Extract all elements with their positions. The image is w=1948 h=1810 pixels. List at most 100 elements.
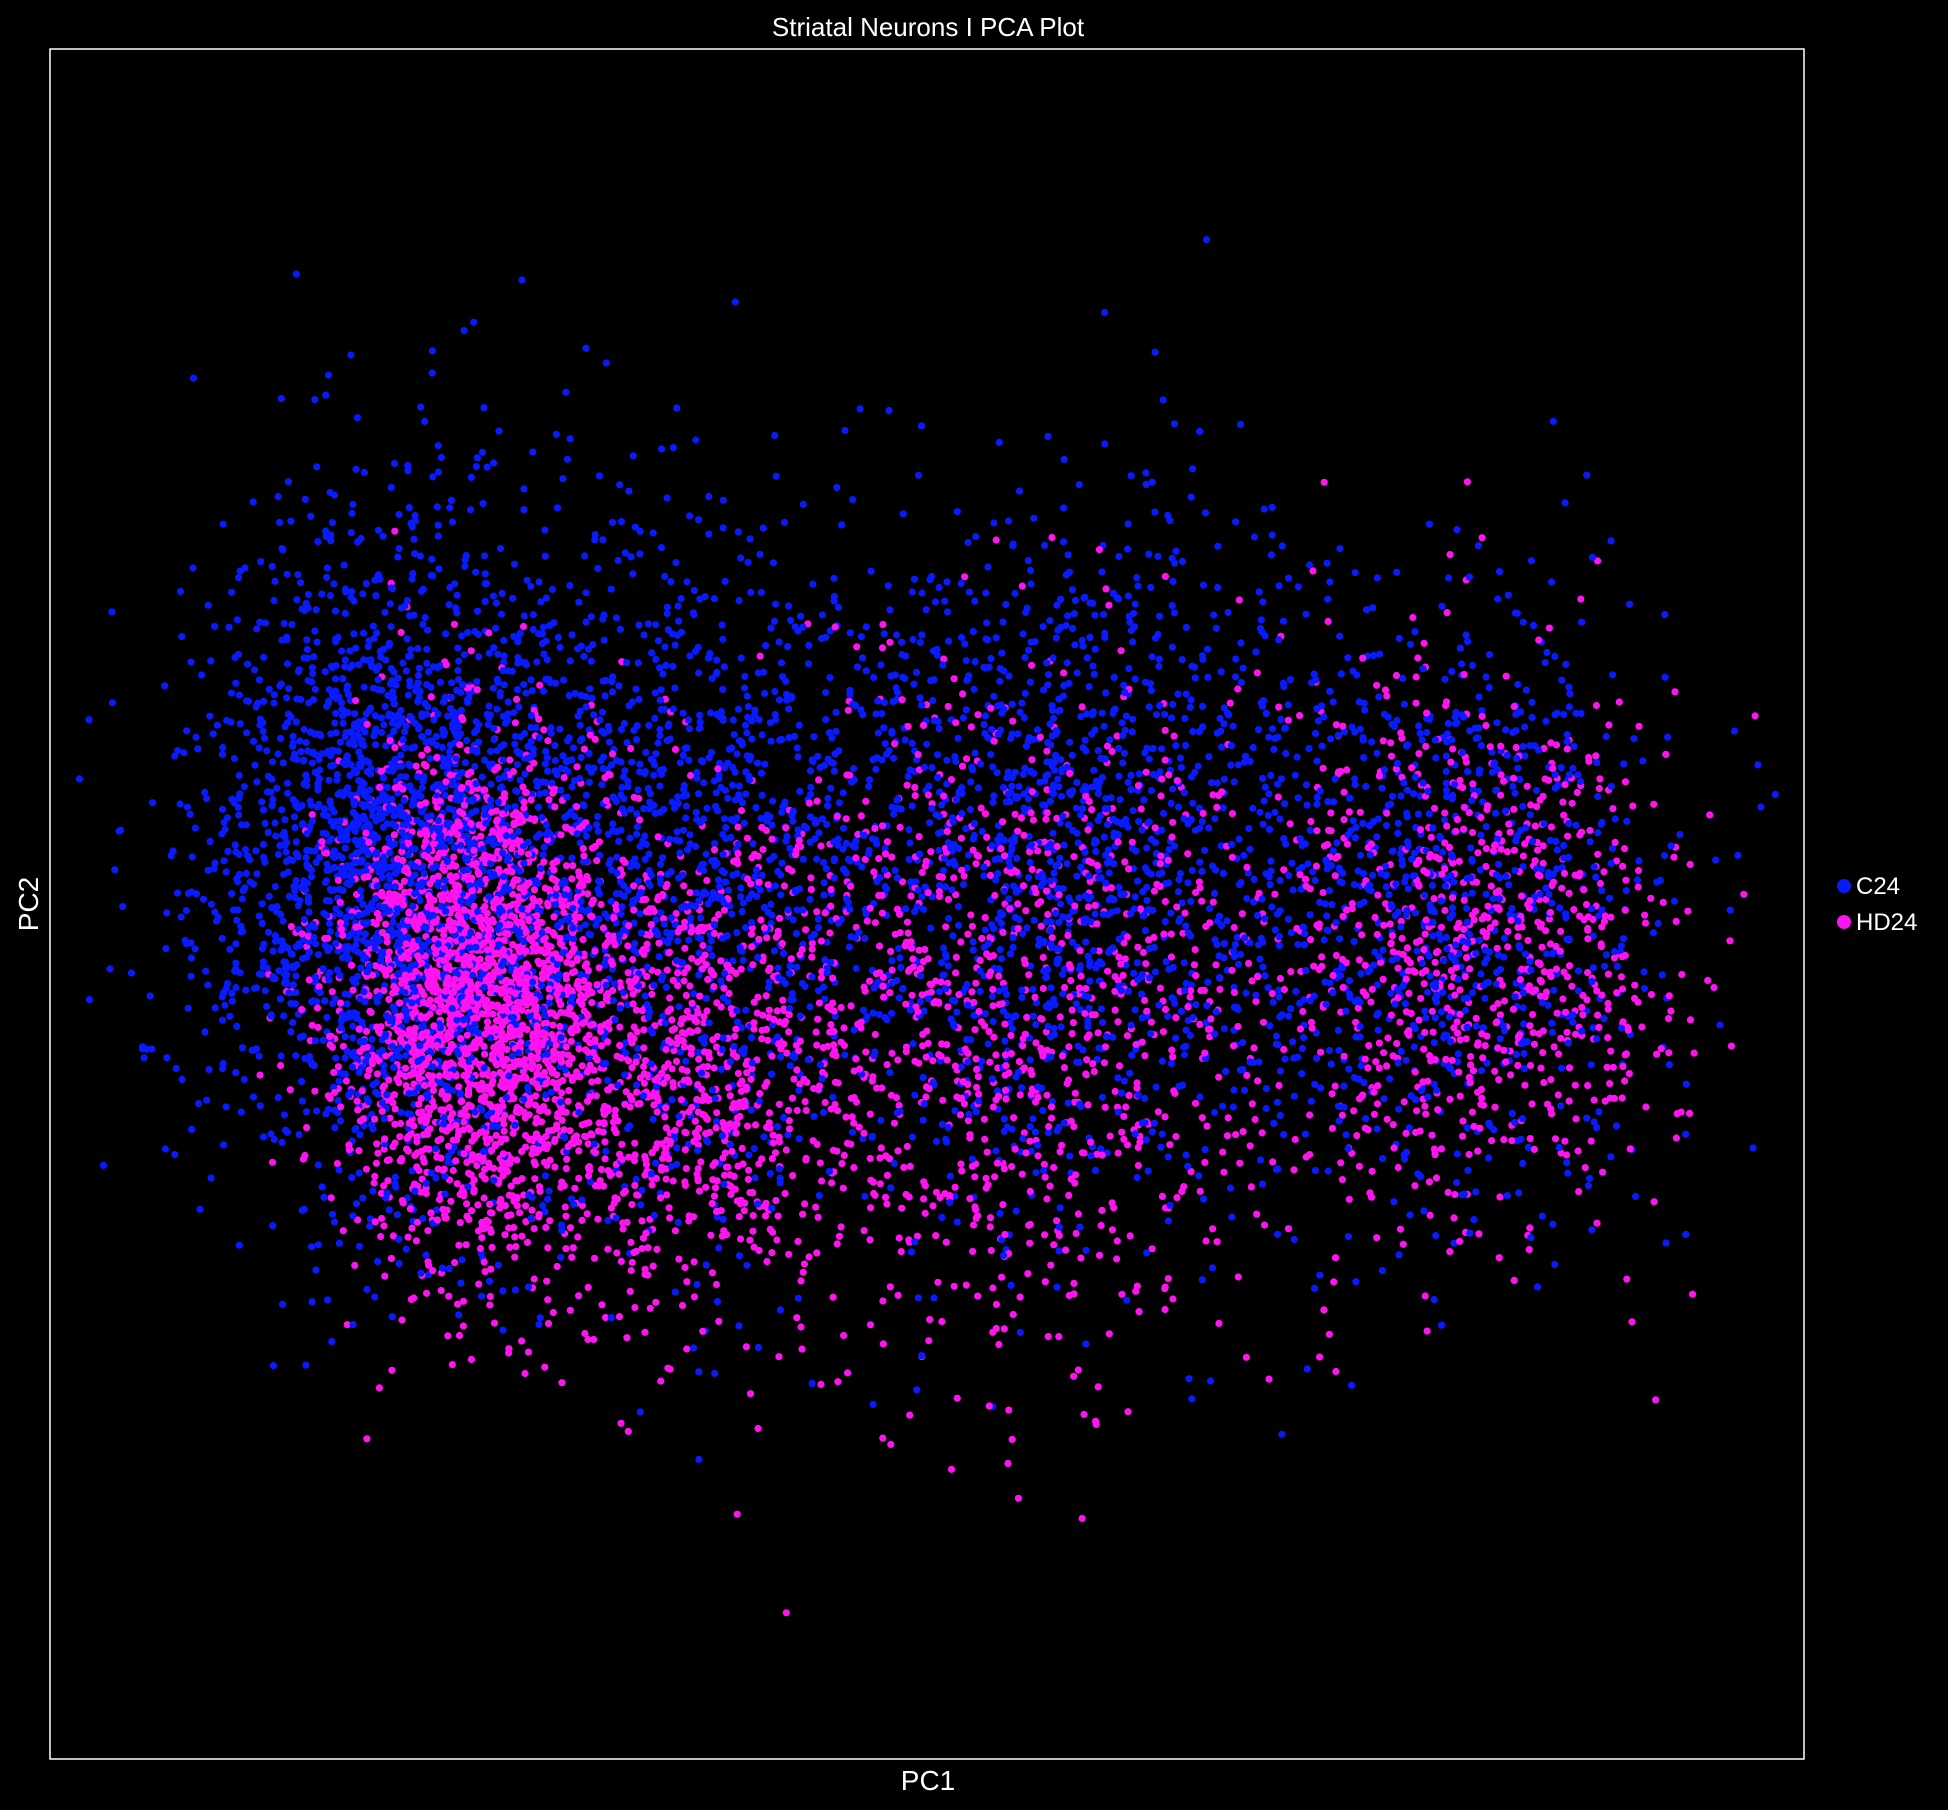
point-c24 — [324, 699, 333, 707]
point-hd24 — [434, 1137, 442, 1145]
point-c24 — [787, 694, 796, 702]
point-hd24 — [878, 644, 887, 652]
point-c24 — [1600, 1015, 1608, 1023]
point-c24 — [754, 1343, 763, 1351]
point-hd24 — [536, 681, 544, 689]
point-hd24 — [1216, 985, 1224, 993]
point-hd24 — [971, 1173, 979, 1181]
point-hd24 — [914, 751, 922, 759]
point-hd24 — [986, 953, 994, 961]
point-c24 — [343, 1000, 351, 1008]
point-c24 — [1281, 1055, 1289, 1063]
point-c24 — [375, 662, 383, 671]
point-c24 — [1257, 616, 1265, 624]
point-c24 — [1256, 955, 1264, 963]
point-c24 — [1093, 1055, 1101, 1063]
point-hd24 — [1120, 939, 1128, 947]
point-c24 — [935, 725, 943, 733]
point-c24 — [301, 495, 309, 503]
point-c24 — [497, 610, 505, 618]
point-c24 — [331, 1124, 339, 1132]
point-c24 — [685, 936, 693, 944]
point-c24 — [260, 653, 268, 661]
point-hd24 — [1504, 943, 1512, 951]
point-c24 — [1451, 720, 1460, 728]
point-c24 — [1561, 910, 1570, 918]
point-c24 — [253, 625, 261, 633]
point-c24 — [814, 924, 823, 932]
point-hd24 — [1119, 971, 1127, 980]
point-c24 — [747, 1034, 756, 1042]
point-hd24 — [511, 1233, 519, 1241]
point-hd24 — [1403, 944, 1411, 952]
point-c24 — [1210, 889, 1219, 898]
point-hd24 — [1556, 947, 1564, 955]
point-c24 — [1169, 700, 1177, 709]
point-c24 — [1021, 689, 1029, 698]
point-c24 — [1578, 618, 1586, 626]
point-c24 — [823, 820, 831, 828]
point-c24 — [944, 608, 952, 616]
point-c24 — [705, 492, 713, 501]
point-c24 — [1337, 670, 1345, 678]
point-hd24 — [863, 917, 871, 925]
point-hd24 — [675, 1255, 683, 1263]
point-c24 — [1287, 1005, 1295, 1013]
point-c24 — [1273, 1230, 1282, 1238]
point-hd24 — [860, 1227, 868, 1235]
point-hd24 — [999, 818, 1007, 826]
point-c24 — [1164, 1217, 1172, 1225]
point-hd24 — [1093, 1150, 1101, 1158]
point-c24 — [671, 641, 679, 649]
point-hd24 — [1373, 930, 1381, 939]
point-c24 — [1348, 1381, 1356, 1389]
point-c24 — [914, 1294, 922, 1302]
point-c24 — [739, 899, 747, 907]
point-c24 — [1352, 1278, 1360, 1286]
point-hd24 — [364, 1072, 372, 1080]
point-c24 — [822, 865, 830, 873]
point-hd24 — [882, 1152, 890, 1160]
point-hd24 — [490, 1164, 498, 1172]
point-c24 — [1294, 583, 1302, 591]
point-hd24 — [1443, 1004, 1451, 1012]
point-hd24 — [782, 1146, 790, 1154]
point-c24 — [206, 837, 214, 846]
point-c24 — [605, 738, 614, 746]
point-hd24 — [968, 988, 976, 996]
point-c24 — [1072, 1000, 1080, 1008]
point-hd24 — [999, 1201, 1007, 1209]
point-hd24 — [959, 690, 967, 698]
point-c24 — [1556, 904, 1564, 912]
point-c24 — [395, 1235, 403, 1243]
point-c24 — [1235, 835, 1243, 843]
point-hd24 — [927, 848, 935, 856]
point-hd24 — [1582, 900, 1591, 909]
point-hd24 — [373, 1140, 381, 1148]
point-hd24 — [1517, 892, 1526, 900]
point-c24 — [1015, 487, 1024, 495]
point-hd24 — [420, 1158, 428, 1166]
point-hd24 — [1565, 1097, 1573, 1105]
point-c24 — [703, 804, 711, 812]
point-c24 — [1474, 734, 1482, 742]
point-c24 — [1393, 716, 1401, 725]
point-hd24 — [543, 941, 551, 950]
point-c24 — [767, 900, 775, 909]
point-hd24 — [621, 858, 629, 867]
point-hd24 — [705, 1049, 713, 1057]
point-c24 — [541, 789, 549, 797]
point-c24 — [1236, 950, 1245, 959]
point-hd24 — [986, 1058, 994, 1066]
point-hd24 — [1620, 845, 1629, 853]
point-c24 — [1356, 851, 1365, 859]
point-c24 — [992, 1147, 1000, 1155]
point-hd24 — [1039, 953, 1047, 962]
point-c24 — [820, 879, 828, 887]
point-hd24 — [1355, 921, 1363, 929]
point-hd24 — [1534, 918, 1542, 926]
point-c24 — [905, 826, 913, 834]
point-c24 — [819, 983, 828, 991]
point-c24 — [566, 582, 574, 590]
point-hd24 — [950, 1282, 958, 1290]
